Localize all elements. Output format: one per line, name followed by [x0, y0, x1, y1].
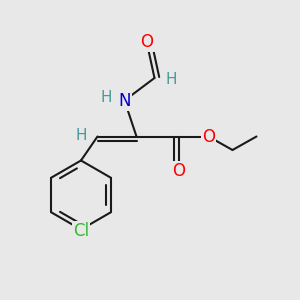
Text: O: O [202, 128, 215, 146]
Text: H: H [165, 72, 177, 87]
Text: Cl: Cl [73, 222, 89, 240]
Text: H: H [101, 90, 112, 105]
Text: H: H [75, 128, 87, 142]
Text: O: O [172, 162, 185, 180]
Text: N: N [118, 92, 131, 110]
Text: O: O [140, 33, 154, 51]
